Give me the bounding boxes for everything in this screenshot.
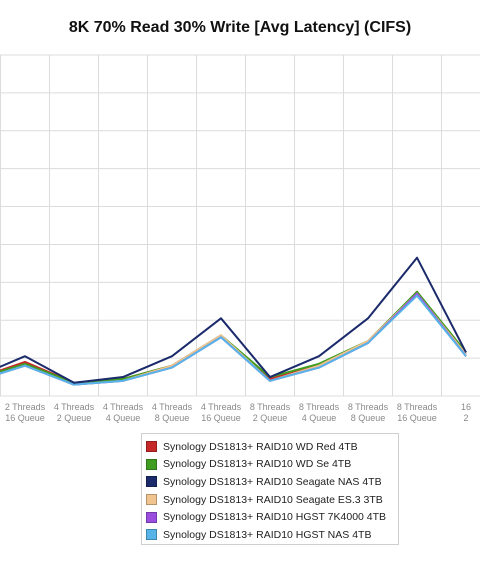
series-line [0,256,467,384]
x-tick-label: 16 Queue [397,413,437,423]
legend-swatch [146,458,157,470]
x-tick-label: 2 Queue [253,413,288,423]
x-tick-label: 2 [463,413,468,423]
x-tick-label: 16 Queue [201,413,241,423]
x-tick-label: 16 Queue [5,413,45,423]
x-tick-label: 2 Queue [57,413,92,423]
legend-label: Synology DS1813+ RAID10 Seagate ES.3 3TB [163,493,383,506]
x-tick-label: 8 Queue [351,413,386,423]
legend-label: Synology DS1813+ RAID10 WD Se 4TB [163,458,352,471]
series-line [0,294,467,386]
legend-label: Synology DS1813+ RAID10 HGST 7K4000 4TB [163,511,387,524]
x-tick-label: 2 Threads [5,402,46,412]
chart-title: 8K 70% Read 30% Write [Avg Latency] (CIF… [68,19,412,36]
series-line [0,292,467,386]
legend-item[interactable]: Synology DS1813+ RAID10 HGST NAS 4TB [146,526,398,544]
x-tick-label: 4 Queue [302,413,337,423]
legend-swatch [146,494,157,506]
x-tick-label: 4 Threads [54,402,95,412]
x-tick-label: 8 Queue [155,413,190,423]
x-tick-label: 4 Threads [201,402,242,412]
legend: Synology DS1813+ RAID10 WD Red 4TB Synol… [141,433,399,545]
legend-swatch [146,476,157,488]
legend-item[interactable]: Synology DS1813+ RAID10 WD Red 4TB [146,438,398,456]
x-tick-label: 8 Threads [250,402,291,412]
series-line [0,290,467,384]
series-line [0,292,467,386]
x-tick-label: 4 Threads [152,402,193,412]
x-tick-label: 4 Threads [103,402,144,412]
x-tick-label: 4 Queue [106,413,141,423]
x-tick-label: 16 [461,402,471,412]
legend-item[interactable]: Synology DS1813+ RAID10 Seagate ES.3 3TB [146,491,398,509]
legend-label: Synology DS1813+ RAID10 HGST NAS 4TB [163,528,372,541]
legend-label: Synology DS1813+ RAID10 Seagate NAS 4TB [163,475,382,488]
legend-swatch [146,441,157,453]
grid-lines [0,54,480,397]
x-tick-label: 8 Threads [299,402,340,412]
legend-item[interactable]: Synology DS1813+ RAID10 Seagate NAS 4TB [146,473,398,491]
legend-item[interactable]: Synology DS1813+ RAID10 HGST 7K4000 4TB [146,508,398,526]
x-tick-label: 8 Threads [397,402,438,412]
legend-swatch [146,511,157,523]
legend-swatch [146,529,157,541]
series-line [0,290,467,384]
legend-item[interactable]: Synology DS1813+ RAID10 WD Se 4TB [146,456,398,474]
legend-label: Synology DS1813+ RAID10 WD Red 4TB [163,440,358,453]
series-lines [0,256,467,386]
x-tick-label: 8 Threads [348,402,389,412]
